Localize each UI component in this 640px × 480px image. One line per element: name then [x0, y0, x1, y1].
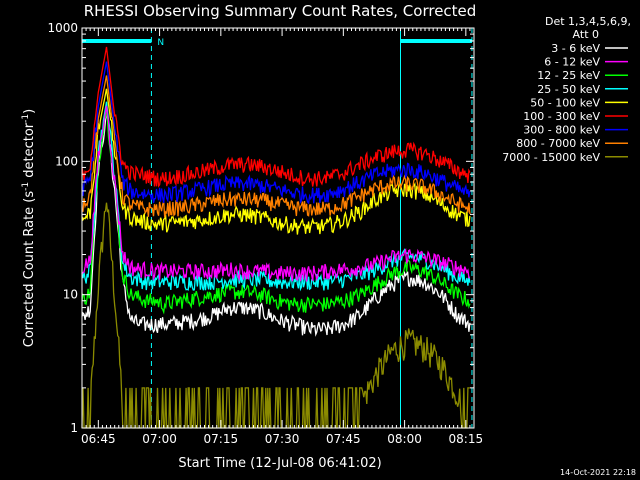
y-axis-label-main: Corrected Count Rate (s [22, 191, 37, 348]
legend-label-0: 3 - 6 keV [551, 42, 600, 55]
x-tick-label-6: 08:15 [449, 432, 484, 446]
legend-label-3: 25 - 50 keV [537, 83, 600, 96]
y-tick-label-1: 10 [63, 288, 78, 302]
chart-title: RHESSI Observing Summary Count Rates, Co… [84, 2, 477, 20]
series-line-6 [81, 75, 471, 218]
series-line-8 [81, 46, 471, 188]
y-axis-label-sup2: -1 [21, 114, 31, 123]
series-line-2 [81, 110, 471, 315]
legend-label-2: 12 - 25 keV [537, 69, 600, 82]
night-intervals: N [82, 28, 473, 428]
y-axis-label-end: ) [22, 109, 37, 114]
series-line-4 [81, 105, 470, 282]
y-axis-label-sup1: -1 [21, 182, 31, 191]
series-line-1 [81, 112, 471, 337]
x-axis-label: Start Time (12-Jul-08 06:41:02) [178, 456, 381, 471]
x-tick-label-1: 07:00 [142, 432, 177, 446]
series-line-5 [81, 88, 471, 235]
y-axis-label-mid: detector [22, 122, 37, 182]
axes: 06:45 07:00 07:15 07:30 07:45 08:00 08:15 1 10 10… [47, 21, 483, 446]
x-tick-label-0: 06:45 [81, 432, 116, 446]
x-tick-label-2: 07:15 [204, 432, 239, 446]
y-tick-label-3: 1000 [47, 21, 78, 35]
x-tick-label-4: 07:45 [326, 432, 361, 446]
legend-label-1: 6 - 12 keV [544, 56, 600, 69]
x-tick-label-5: 08:00 [387, 432, 422, 446]
y-tick-label-2: 100 [55, 154, 78, 168]
series-line-7 [81, 61, 471, 205]
legend-header-line1: Det 1,3,4,5,6,9, [545, 15, 631, 28]
series-lines [81, 46, 471, 429]
legend-label-4: 50 - 100 keV [530, 96, 600, 109]
legend-label-5: 100 - 300 keV [523, 110, 600, 123]
footer-timestamp: 14-Oct-2021 22:18 [560, 468, 636, 477]
legend-label-6: 300 - 800 keV [523, 124, 600, 137]
series-line-0 [81, 202, 470, 429]
legend-label-7: 800 - 7000 keV [516, 137, 600, 150]
legend-label-8: 7000 - 15000 keV [502, 151, 600, 164]
x-tick-label-3: 07:30 [265, 432, 300, 446]
night-marker-label: N [157, 38, 164, 48]
y-tick-label-0: 1 [70, 421, 78, 435]
legend-header-line2: Att 0 [573, 28, 599, 41]
y-axis-label: Corrected Count Rate (s-1 detector-1) [21, 109, 37, 347]
